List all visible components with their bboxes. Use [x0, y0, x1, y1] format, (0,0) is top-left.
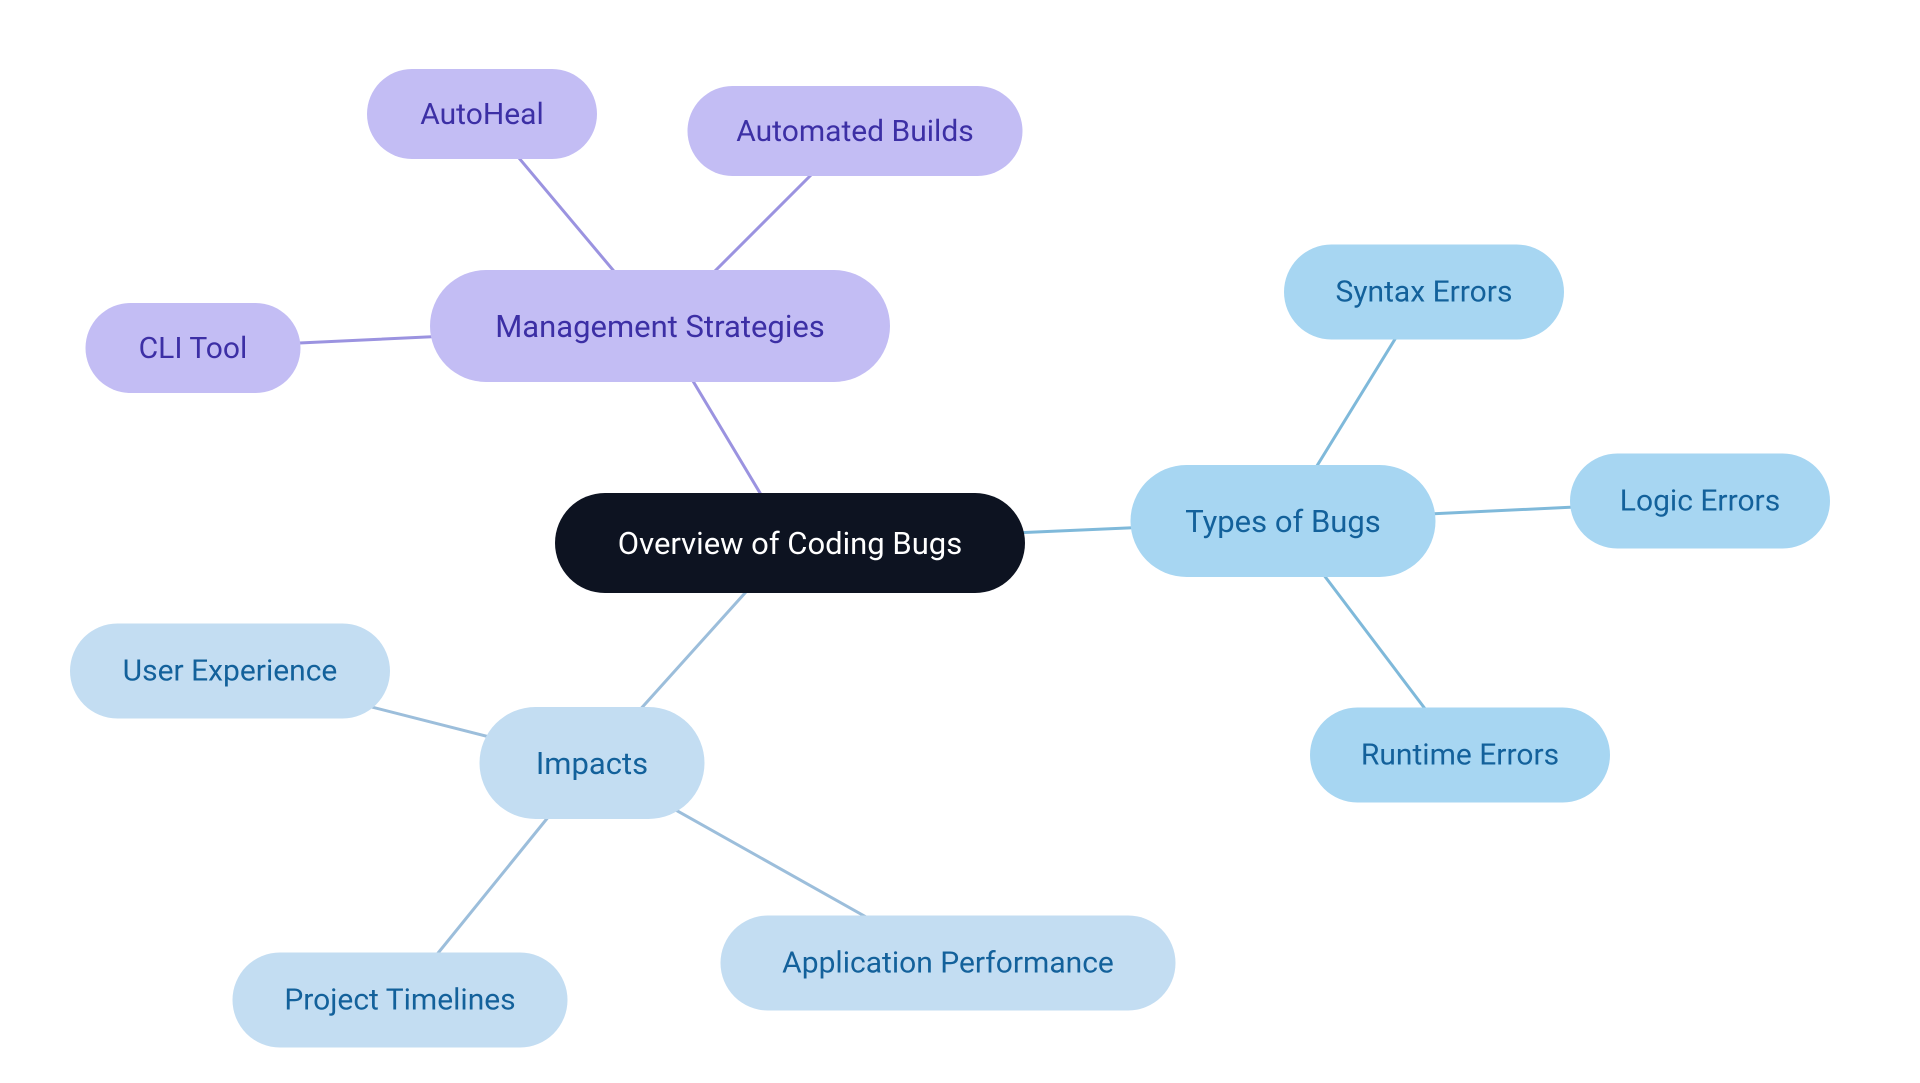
node-label-runtime: Runtime Errors — [1361, 738, 1559, 773]
node-autobuilds: Automated Builds — [688, 86, 1023, 176]
node-label-appperf: Application Performance — [782, 946, 1114, 981]
node-label-timelines: Project Timelines — [284, 983, 515, 1018]
node-appperf: Application Performance — [721, 916, 1176, 1011]
node-label-syntax: Syntax Errors — [1336, 275, 1513, 310]
node-label-userexp: User Experience — [123, 654, 338, 689]
node-label-mgmt: Management Strategies — [495, 308, 825, 345]
node-timelines: Project Timelines — [233, 953, 568, 1048]
node-label-types: Types of Bugs — [1185, 503, 1381, 540]
node-mgmt: Management Strategies — [430, 270, 890, 382]
mindmap-canvas: Overview of Coding Bugs Management Strate… — [0, 0, 1920, 1083]
node-syntax: Syntax Errors — [1284, 245, 1564, 340]
node-label-root: Overview of Coding Bugs — [618, 525, 962, 562]
node-types: Types of Bugs — [1131, 465, 1436, 577]
node-autoheal: AutoHeal — [367, 69, 597, 159]
node-runtime: Runtime Errors — [1310, 708, 1610, 803]
node-label-autobuilds: Automated Builds — [736, 114, 974, 149]
node-logic: Logic Errors — [1570, 454, 1830, 549]
node-label-impacts: Impacts — [536, 745, 648, 782]
node-clitool: CLI Tool — [86, 303, 301, 393]
node-userexp: User Experience — [70, 624, 390, 719]
node-label-autoheal: AutoHeal — [420, 97, 544, 132]
node-impacts: Impacts — [480, 707, 705, 819]
node-label-clitool: CLI Tool — [139, 331, 248, 366]
node-root: Overview of Coding Bugs — [555, 493, 1025, 593]
node-label-logic: Logic Errors — [1620, 484, 1780, 519]
